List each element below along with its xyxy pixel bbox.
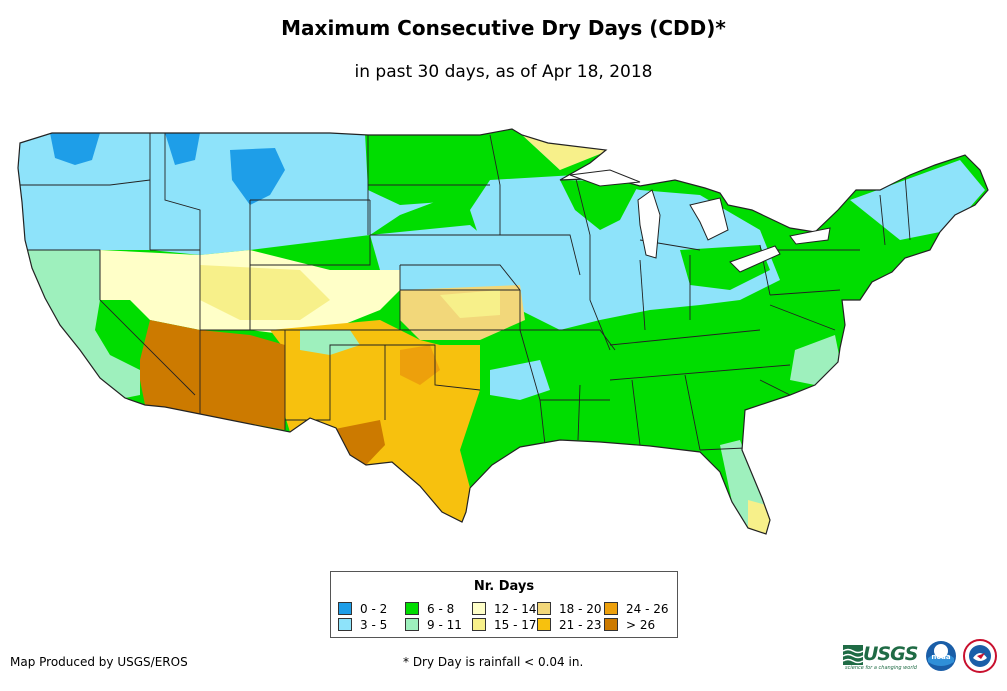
cdd-regions bbox=[18, 129, 988, 534]
map-credit: Map Produced by USGS/EROS bbox=[10, 655, 188, 669]
legend-item: 15 - 17 bbox=[472, 618, 537, 632]
border-tn-south bbox=[609, 364, 791, 381]
region-over-26-west-texas bbox=[330, 420, 385, 465]
dry-day-footnote: * Dry Day is rainfall < 0.04 in. bbox=[403, 655, 584, 669]
state-borders bbox=[18, 133, 911, 451]
legend-title: Nr. Days bbox=[473, 579, 535, 594]
border-mn-west bbox=[489, 134, 501, 235]
legend-item: 21 - 23 bbox=[537, 618, 602, 632]
legend-label: 0 - 2 bbox=[360, 602, 388, 616]
legend-swatch bbox=[604, 618, 618, 631]
border-tx-ok bbox=[385, 344, 481, 391]
region-6-8-dakotas bbox=[365, 133, 560, 205]
region-0-2-washington bbox=[50, 133, 100, 165]
region-15-17-minnesota bbox=[520, 133, 610, 170]
border-ne-ks bbox=[400, 264, 521, 291]
legend-swatch bbox=[405, 618, 419, 631]
region-3-5-nebraska bbox=[370, 225, 500, 300]
legend-label: 24 - 26 bbox=[626, 602, 669, 616]
region-0-2-idaho bbox=[165, 133, 200, 165]
legend-swatch bbox=[604, 602, 618, 615]
legend-item: 0 - 2 bbox=[338, 602, 387, 616]
legend-item: 6 - 8 bbox=[405, 602, 454, 616]
legend-item: 9 - 11 bbox=[405, 618, 462, 632]
usgs-wordmark: USGS bbox=[863, 643, 918, 665]
lake-superior bbox=[569, 169, 641, 187]
region-over-26-arizona bbox=[140, 320, 285, 430]
border-ky-tn bbox=[609, 329, 761, 346]
border-ca-nv bbox=[99, 250, 196, 396]
legend-item: 18 - 20 bbox=[537, 602, 602, 616]
border-vt-nh bbox=[879, 194, 886, 246]
legend-item: 24 - 26 bbox=[604, 602, 669, 616]
lake-huron bbox=[689, 197, 729, 241]
usgs-tagline: science for a changing world bbox=[845, 665, 917, 671]
legend-label: 9 - 11 bbox=[427, 618, 462, 632]
region-15-17-florida bbox=[748, 500, 770, 534]
region-6-8-wisconsin bbox=[560, 180, 640, 230]
usgs-logo: USGS science for a changing world bbox=[843, 642, 919, 671]
legend-swatch bbox=[338, 618, 352, 631]
border-mo-west bbox=[519, 290, 541, 401]
region-3-5-arkansas bbox=[490, 360, 550, 400]
region-15-17-utah bbox=[200, 265, 330, 320]
legend-item: > 26 bbox=[604, 618, 655, 632]
legend-item: 12 - 14 bbox=[472, 602, 537, 616]
border-la-tx bbox=[539, 399, 546, 446]
border-ga-fl bbox=[699, 447, 746, 451]
border-al-ga bbox=[684, 374, 701, 451]
border-ia bbox=[500, 234, 581, 276]
legend-swatch bbox=[537, 618, 551, 631]
noaa-logo-icon: noaa bbox=[926, 641, 956, 671]
map-title: Maximum Consecutive Dry Days (CDD)* bbox=[281, 16, 726, 40]
legend-label: > 26 bbox=[626, 618, 656, 632]
legend-label: 18 - 20 bbox=[559, 602, 602, 616]
region-15-17-kansas bbox=[440, 290, 500, 318]
lake-erie bbox=[729, 245, 781, 273]
map-subtitle: in past 30 days, as of Apr 18, 2018 bbox=[354, 62, 653, 82]
border-va-north bbox=[769, 304, 836, 331]
border-wy bbox=[249, 200, 371, 266]
great-lakes bbox=[569, 169, 831, 273]
legend-swatch bbox=[405, 602, 419, 615]
legend-swatch bbox=[472, 618, 486, 631]
border-nh-me bbox=[904, 174, 911, 241]
border-pa-south bbox=[769, 289, 841, 296]
legend-label: 15 - 17 bbox=[494, 618, 537, 632]
lake-michigan bbox=[637, 189, 661, 259]
border-ms-al bbox=[631, 379, 641, 446]
legend-label: 3 - 5 bbox=[360, 618, 388, 632]
region-9-11-california bbox=[18, 250, 140, 398]
legend-label: 12 - 14 bbox=[494, 602, 537, 616]
legend-swatch bbox=[537, 602, 551, 615]
legend-label: 21 - 23 bbox=[559, 618, 602, 632]
region-9-11-new-mexico bbox=[300, 330, 360, 355]
region-24-26-texas-panhandle bbox=[400, 345, 440, 385]
lake-ontario bbox=[789, 227, 831, 245]
legend: Nr. Days 0 - 2 3 - 5 6 - 8 9 - 11 12 - 1… bbox=[330, 571, 678, 638]
border-mo-ar bbox=[530, 329, 616, 351]
legend-label: 6 - 8 bbox=[427, 602, 455, 616]
border-co bbox=[249, 265, 401, 331]
legend-swatch bbox=[472, 602, 486, 615]
border-in-west bbox=[639, 259, 646, 331]
region-0-2-montana bbox=[230, 148, 285, 205]
legend-swatch bbox=[338, 602, 352, 615]
border-ms-west bbox=[577, 384, 581, 441]
legend-item: 3 - 5 bbox=[338, 618, 387, 632]
border-id-mt bbox=[164, 133, 201, 255]
border-il-west bbox=[574, 174, 611, 351]
border-wa-or bbox=[20, 179, 151, 186]
noaa-wordmark: noaa bbox=[931, 653, 951, 661]
usgs-wave-icon bbox=[843, 645, 863, 665]
nws-logo-icon bbox=[963, 639, 997, 673]
